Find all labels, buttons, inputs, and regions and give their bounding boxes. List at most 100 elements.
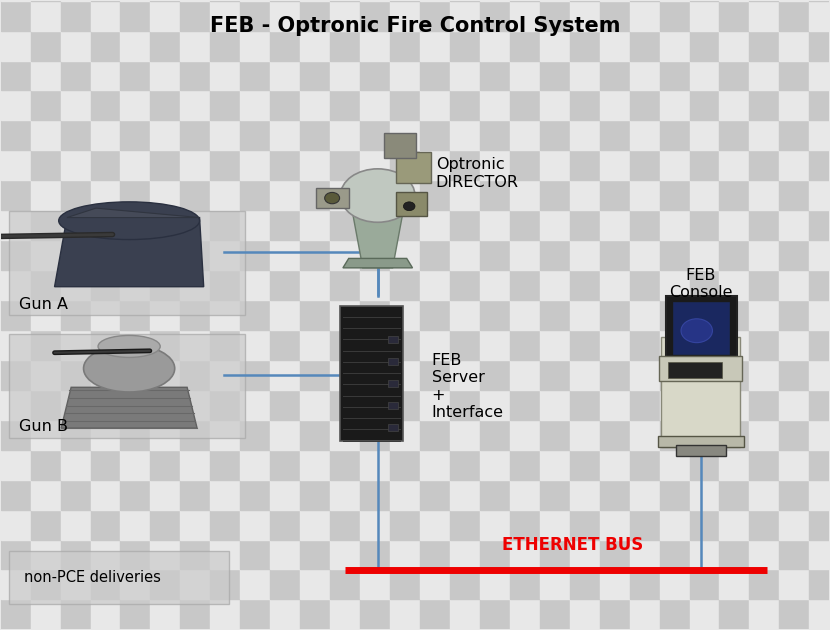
Bar <box>340 306 403 441</box>
Bar <box>390 0 420 1</box>
Bar <box>271 91 300 120</box>
Bar <box>31 210 61 240</box>
Bar <box>720 390 749 420</box>
Bar <box>90 0 120 1</box>
Bar <box>809 450 830 479</box>
Bar <box>120 300 150 330</box>
Bar <box>241 0 271 1</box>
Bar <box>569 151 600 180</box>
Bar <box>61 1 90 31</box>
Bar <box>330 120 360 151</box>
Bar <box>660 420 690 450</box>
Bar <box>1 210 31 240</box>
Bar <box>241 240 271 270</box>
Bar <box>450 360 480 390</box>
Bar <box>61 479 90 510</box>
Ellipse shape <box>681 319 712 343</box>
Bar <box>749 60 779 91</box>
Bar <box>600 450 630 479</box>
Bar <box>210 479 241 510</box>
Bar <box>31 91 61 120</box>
Bar <box>300 210 330 240</box>
Bar <box>388 358 398 365</box>
Text: Gun B: Gun B <box>19 420 68 435</box>
Bar <box>450 151 480 180</box>
Bar <box>241 1 271 31</box>
Bar <box>9 211 245 315</box>
Bar <box>31 570 61 599</box>
Bar <box>120 151 150 180</box>
Bar <box>61 151 90 180</box>
Bar <box>90 270 120 300</box>
Bar <box>180 360 210 390</box>
Bar <box>210 31 241 60</box>
Bar <box>720 510 749 539</box>
Bar <box>450 0 480 1</box>
Bar <box>779 330 809 360</box>
Bar <box>540 510 569 539</box>
Bar <box>330 31 360 60</box>
Bar <box>630 240 660 270</box>
Bar <box>540 450 569 479</box>
Bar <box>390 60 420 91</box>
Bar <box>180 450 210 479</box>
Bar <box>31 300 61 330</box>
Bar <box>271 31 300 60</box>
Bar <box>180 31 210 60</box>
Bar <box>1 120 31 151</box>
Bar <box>809 599 830 629</box>
Bar <box>241 570 271 599</box>
Bar <box>390 390 420 420</box>
Bar <box>749 120 779 151</box>
Bar <box>120 210 150 240</box>
Bar <box>660 450 690 479</box>
Ellipse shape <box>59 202 199 239</box>
Bar <box>690 479 720 510</box>
Bar <box>676 445 725 457</box>
Bar <box>779 420 809 450</box>
Bar <box>241 120 271 151</box>
Bar <box>779 91 809 120</box>
Bar <box>779 360 809 390</box>
Bar <box>390 510 420 539</box>
Bar <box>388 336 398 343</box>
Bar <box>600 330 630 360</box>
Bar <box>510 479 540 510</box>
Bar <box>31 390 61 420</box>
Ellipse shape <box>325 192 339 203</box>
Bar <box>480 60 510 91</box>
Text: Gun A: Gun A <box>19 297 68 312</box>
Bar <box>749 151 779 180</box>
Bar <box>809 330 830 360</box>
Bar <box>360 270 390 300</box>
Bar <box>540 570 569 599</box>
Bar <box>690 270 720 300</box>
Bar <box>271 300 300 330</box>
Bar <box>540 0 569 1</box>
Bar <box>150 420 180 450</box>
Bar <box>61 420 90 450</box>
Bar <box>300 1 330 31</box>
Bar <box>660 539 690 570</box>
Bar <box>480 300 510 330</box>
Bar <box>300 539 330 570</box>
Bar <box>749 210 779 240</box>
Bar <box>630 120 660 151</box>
Bar <box>720 120 749 151</box>
Bar <box>61 360 90 390</box>
Bar <box>480 390 510 420</box>
Bar <box>630 91 660 120</box>
Bar <box>360 479 390 510</box>
Bar <box>749 1 779 31</box>
Bar <box>749 479 779 510</box>
Bar <box>31 31 61 60</box>
Bar <box>450 210 480 240</box>
Bar <box>150 210 180 240</box>
Bar <box>569 270 600 300</box>
Bar <box>31 510 61 539</box>
Bar <box>360 91 390 120</box>
Bar <box>271 510 300 539</box>
Bar <box>480 0 510 1</box>
Bar <box>1 570 31 599</box>
Bar <box>90 420 120 450</box>
